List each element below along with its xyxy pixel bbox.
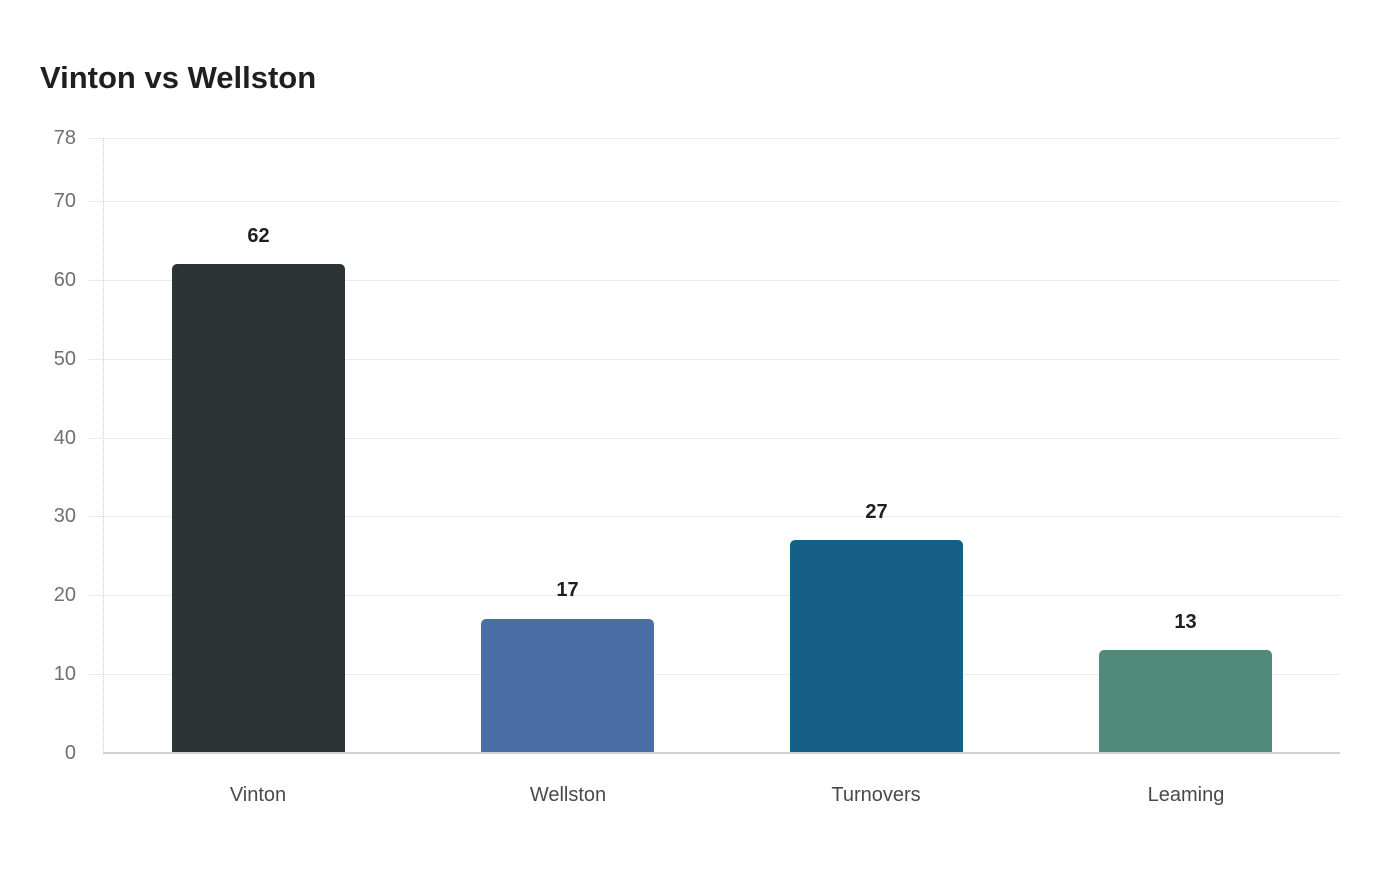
gridline-20 [88,595,1340,596]
y-tick-label: 20 [53,584,76,606]
y-tick-label: 40 [53,427,76,449]
bar-value-label: 62 [247,225,270,247]
y-tick-label: 60 [53,269,76,291]
bar-leaming[interactable] [1099,650,1272,753]
y-tick-label: 70 [53,190,76,212]
y-axis-line [103,138,104,753]
y-tick-label: 50 [53,348,76,370]
gridline-50 [88,359,1340,360]
gridline-60 [88,280,1340,281]
bar-value-label: 27 [865,501,888,523]
x-axis-line [103,752,1340,754]
bar-turnovers[interactable] [790,540,963,753]
gridline-40 [88,438,1340,439]
bar-wellston[interactable] [481,619,654,753]
y-tick-label: 30 [53,505,76,527]
gridline-30 [88,516,1340,517]
x-tick-label: Turnovers [831,784,921,806]
bar-vinton[interactable] [172,264,345,753]
y-tick-label: 10 [53,663,76,685]
y-tick-label: 78 [53,127,76,149]
gridline-78 [88,138,1340,139]
gridline-10 [88,674,1340,675]
x-tick-label: Leaming [1147,784,1225,806]
x-tick-label: Vinton [229,784,287,806]
chart-title: Vinton vs Wellston [40,60,317,95]
x-tick-label: Wellston [529,784,607,806]
gridline-70 [88,201,1340,202]
bar-value-label: 17 [556,579,579,601]
y-tick-label: 0 [64,742,76,764]
bar-value-label: 13 [1174,611,1197,633]
